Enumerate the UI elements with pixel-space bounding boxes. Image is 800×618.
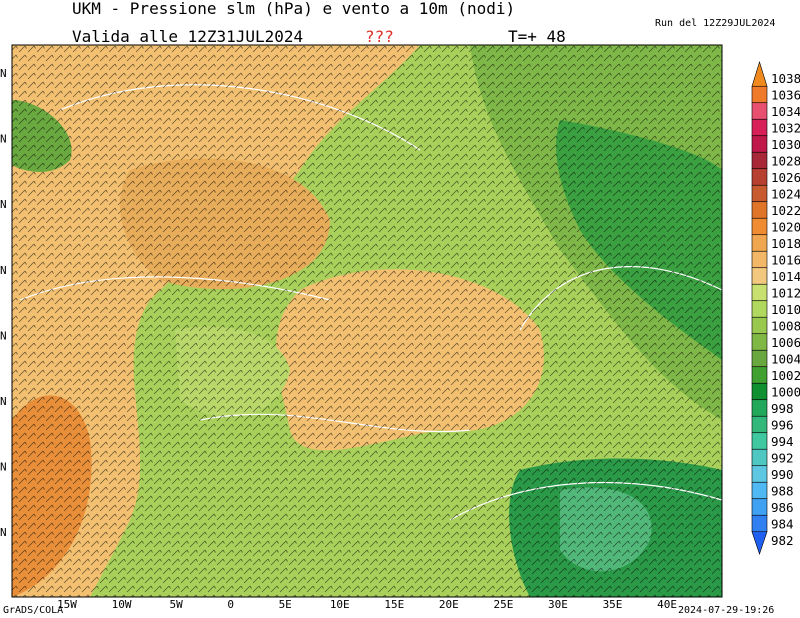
colorbar-box	[751, 184, 768, 203]
lon-label: 35E	[603, 598, 623, 611]
forecast-step: T=+ 48	[508, 27, 566, 46]
colorbar-label: 1024	[771, 187, 800, 202]
colorbar-label: 1022	[771, 203, 800, 218]
colorbar-label: 1010	[771, 302, 800, 317]
lat-label: N	[0, 461, 7, 474]
colorbar-label: 996	[771, 418, 794, 433]
colorbar-label: 982	[771, 533, 794, 548]
lat-label: N	[0, 526, 7, 539]
colorbar-label: 1020	[771, 220, 800, 235]
colorbar-label: 1014	[771, 269, 800, 284]
lon-label: 20E	[439, 598, 459, 611]
colorbar-box	[751, 234, 768, 252]
lon-label: 10E	[330, 598, 350, 611]
colorbar-box	[751, 498, 768, 516]
colorbar-label: 990	[771, 467, 794, 482]
colorbar-box	[751, 333, 768, 351]
colorbar-label: 1018	[771, 236, 800, 251]
colorbar-label: 1012	[771, 286, 800, 301]
colorbar-box	[751, 283, 768, 302]
colorbar-label: 994	[771, 434, 794, 449]
colorbar-box	[751, 514, 768, 533]
colorbar-box	[751, 382, 768, 401]
colorbar-label: 988	[771, 484, 794, 499]
colorbar-label: 1002	[771, 368, 800, 383]
lat-label: N	[0, 329, 7, 342]
colorbar-box	[751, 168, 768, 186]
run-time: Run del 12Z29JUL2024	[655, 18, 775, 29]
colorbar-box	[751, 151, 768, 170]
valid-time: Valida alle 12Z31JUL2024	[72, 27, 303, 46]
lat-label: N	[0, 133, 7, 146]
colorbar-box	[751, 267, 768, 285]
colorbar-box	[751, 135, 768, 153]
lon-label: 5E	[279, 598, 292, 611]
colorbar-box	[751, 201, 768, 219]
colorbar-label: 986	[771, 500, 794, 515]
colorbar-box	[751, 316, 768, 335]
colorbar-box	[751, 85, 768, 104]
colorbar-label: 998	[771, 401, 794, 416]
colorbar-bottom-arrow	[751, 531, 768, 555]
lon-label: 10W	[112, 598, 132, 611]
lon-label: 0	[227, 598, 234, 611]
title: UKM - Pressione slm (hPa) e vento a 10m …	[72, 0, 515, 18]
colorbar-label: 1032	[771, 121, 800, 136]
colorbar-label: 1000	[771, 385, 800, 400]
colorbar-box	[751, 250, 768, 269]
colorbar-label: 984	[771, 517, 794, 532]
lat-label: N	[0, 264, 7, 277]
colorbar-label: 1034	[771, 104, 800, 119]
colorbar-label: 1004	[771, 352, 800, 367]
colorbar-box	[751, 349, 768, 368]
colorbar-box	[751, 217, 768, 236]
colorbar-label: 1036	[771, 88, 800, 103]
warning: ???	[365, 27, 394, 46]
colorbar-label: 1006	[771, 335, 800, 350]
colorbar-box	[751, 300, 768, 318]
colorbar-label: 1030	[771, 137, 800, 152]
lat-label: N	[0, 67, 7, 80]
lon-label: 30E	[548, 598, 568, 611]
map-frame	[11, 44, 723, 598]
colorbar-box	[751, 448, 768, 467]
lat-label: N	[0, 395, 7, 408]
lon-label: 25E	[493, 598, 513, 611]
lat-labels: N N N N N N N N	[0, 67, 7, 539]
colorbar-box	[751, 118, 768, 137]
lon-label: 5W	[169, 598, 183, 611]
footer-right: 2024-07-29-19:26	[678, 605, 774, 616]
lon-labels: 15W 10W 5W 0 5E 10E 15E 20E 25E 30E 35E 40E	[57, 598, 677, 611]
colorbar-box	[751, 432, 768, 450]
colorbar-label: 1008	[771, 319, 800, 334]
colorbar-top-arrow	[751, 60, 768, 87]
colorbar-box	[751, 481, 768, 500]
lon-label: 40E	[657, 598, 677, 611]
footer-left: GrADS/COLA	[3, 605, 63, 616]
colorbar-box	[751, 102, 768, 120]
colorbar-label: 992	[771, 451, 794, 466]
wind-barbs	[12, 45, 722, 597]
colorbar-label: 1026	[771, 170, 800, 185]
colorbar-box	[751, 465, 768, 483]
colorbar-label: 1016	[771, 253, 800, 268]
lat-label: N	[0, 198, 7, 211]
map	[12, 45, 722, 597]
lon-label: 15E	[384, 598, 404, 611]
lon-label: 15W	[57, 598, 77, 611]
colorbar-box	[751, 366, 768, 384]
colorbar-label: 1038	[771, 71, 800, 86]
colorbar-box	[751, 399, 768, 417]
colorbar-box	[751, 415, 768, 434]
colorbar-label: 1028	[771, 154, 800, 169]
